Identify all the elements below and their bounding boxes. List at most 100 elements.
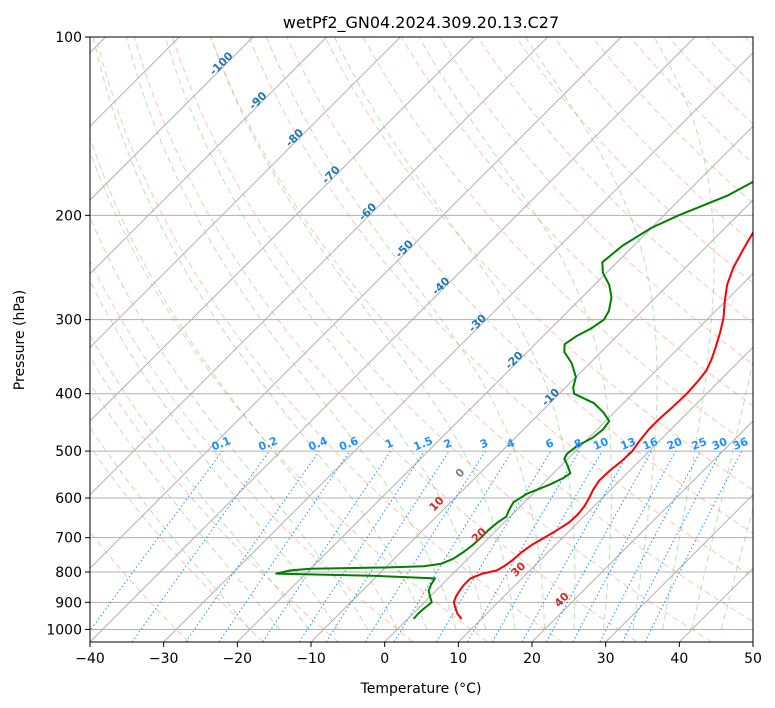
x-tick-label: −20 — [223, 651, 253, 667]
moist-adiabat-line — [266, 37, 546, 630]
mixing-ratio-label: 36 — [731, 435, 750, 453]
mixing-ratio-label: 10 — [591, 435, 610, 453]
isotherm-line — [90, 37, 622, 570]
y-tick-label: 800 — [55, 565, 82, 581]
mixing-ratio-line — [364, 450, 486, 642]
dry-adiabat-line — [706, 37, 753, 86]
isobar-grid — [90, 37, 753, 630]
sounding-profiles — [275, 180, 753, 620]
mixing-ratio-lines — [90, 450, 743, 642]
mixing-ratio-label: 6 — [544, 436, 556, 451]
mixing-ratio-line — [545, 450, 653, 642]
isotherm-line — [90, 37, 549, 496]
dry-adiabats — [90, 37, 753, 642]
mixing-ratio-label: 3 — [478, 436, 490, 451]
plot-frame — [89, 36, 754, 643]
x-tick-label: 30 — [597, 651, 615, 667]
dry-adiabat-line — [90, 531, 190, 642]
isotherm-line — [457, 346, 753, 642]
mixing-ratio-label: 16 — [641, 435, 660, 453]
background-line-labels: 0.1 0.2 0.4 0.6 1 1.5 2 3 4 6 8 10 13 16 20 25 30 36-100-… — [207, 49, 750, 610]
x-tick-label: 40 — [670, 651, 688, 667]
mixing-ratio-line — [599, 450, 701, 642]
moist-adiabat-line — [90, 334, 310, 630]
moist-adiabat-line — [210, 37, 516, 630]
isotherm-line — [90, 37, 475, 422]
isotherm-line — [752, 641, 753, 642]
isotherm-line — [531, 420, 753, 642]
dry-adiabat-line — [744, 37, 753, 47]
isotherm-label: -60 — [356, 200, 379, 223]
mixing-ratio-line — [644, 450, 743, 642]
mixing-ratio-line — [521, 450, 630, 642]
isotherm-line — [605, 493, 753, 642]
mixing-ratio-label: 20 — [665, 435, 684, 453]
y-tick-label: 200 — [55, 208, 82, 224]
moist-adiabat-line — [126, 37, 457, 630]
isotherm-label: -90 — [246, 89, 269, 112]
isotherm-line — [90, 37, 401, 349]
mixing-ratio-label: 2 — [442, 436, 454, 451]
dry-adiabat-line — [668, 37, 753, 125]
dewpoint-profile-line — [275, 180, 753, 620]
x-axis-ticks: −40 −30 −20 −10 0 10 20 30 40 50 — [75, 642, 762, 667]
x-axis-label: Temperature (°C) — [360, 681, 482, 697]
dry-adiabat-line — [324, 37, 753, 491]
mixing-ratio-label: 8 — [572, 436, 584, 451]
y-tick-label: 700 — [55, 531, 82, 547]
chart-title: wetPf2_GN04.2024.309.20.13.C27 — [283, 13, 559, 33]
mixing-ratio-line — [185, 450, 320, 642]
moist-adiabat-line — [524, 37, 658, 630]
mixing-ratio-line — [435, 450, 552, 642]
isotherm-label: 40 — [552, 590, 572, 610]
dry-adiabat-line — [90, 445, 264, 642]
y-tick-label: 600 — [55, 491, 82, 507]
mixing-ratio-line — [298, 450, 425, 642]
y-tick-label: 300 — [55, 313, 82, 329]
isotherm-label: 10 — [427, 494, 447, 514]
x-tick-label: 20 — [523, 651, 541, 667]
isotherm-label: -10 — [539, 385, 562, 408]
mixing-ratio-line — [131, 450, 270, 642]
moist-adiabat-line — [720, 506, 753, 630]
dry-adiabat-line — [90, 356, 339, 642]
mixing-ratio-line — [262, 450, 392, 642]
dry-adiabat-line — [133, 37, 638, 642]
moist-adiabat-line — [92, 37, 428, 630]
isotherm-label: -100 — [207, 49, 236, 78]
moist-adiabat-line — [653, 37, 715, 630]
mixing-ratio-line — [572, 450, 677, 642]
isotherm-line — [384, 272, 753, 642]
mixing-ratio-line — [218, 450, 351, 642]
moist-adiabat-line — [90, 279, 339, 630]
x-tick-label: −10 — [296, 651, 326, 667]
mixing-ratio-line — [393, 450, 513, 642]
isotherm-line — [236, 125, 753, 642]
mixing-ratio-label: 13 — [619, 435, 638, 453]
moist-adiabat-line — [418, 37, 613, 630]
moist-adiabat-line — [90, 382, 280, 630]
y-tick-label: 900 — [55, 595, 82, 611]
isotherm-line — [310, 199, 753, 642]
x-tick-label: −40 — [75, 651, 105, 667]
y-axis-label: Pressure (hPa) — [12, 290, 28, 390]
isotherm-line — [90, 37, 254, 201]
dry-adiabat-line — [515, 37, 753, 284]
isotherm-label: -40 — [429, 274, 452, 297]
moist-adiabat-line — [90, 426, 251, 630]
moist-adiabat-line — [164, 37, 487, 630]
y-tick-label: 1000 — [46, 622, 82, 638]
moist-adiabat-line — [691, 358, 753, 630]
isotherm-line — [90, 37, 696, 642]
isotherm-line — [90, 37, 328, 275]
mixing-ratio-label: 1 — [383, 436, 395, 451]
mixing-ratio-line — [90, 450, 223, 632]
moist-adiabat-line — [90, 215, 369, 630]
x-tick-label: 0 — [380, 651, 389, 667]
mixing-ratio-line — [325, 450, 450, 642]
mixing-ratio-label: 30 — [710, 435, 729, 453]
dry-adiabat-line — [95, 37, 563, 642]
dry-adiabat-line — [210, 37, 753, 623]
y-axis-ticks: 100 200 300 400 500 600 700 800 900 1000 — [46, 30, 90, 638]
